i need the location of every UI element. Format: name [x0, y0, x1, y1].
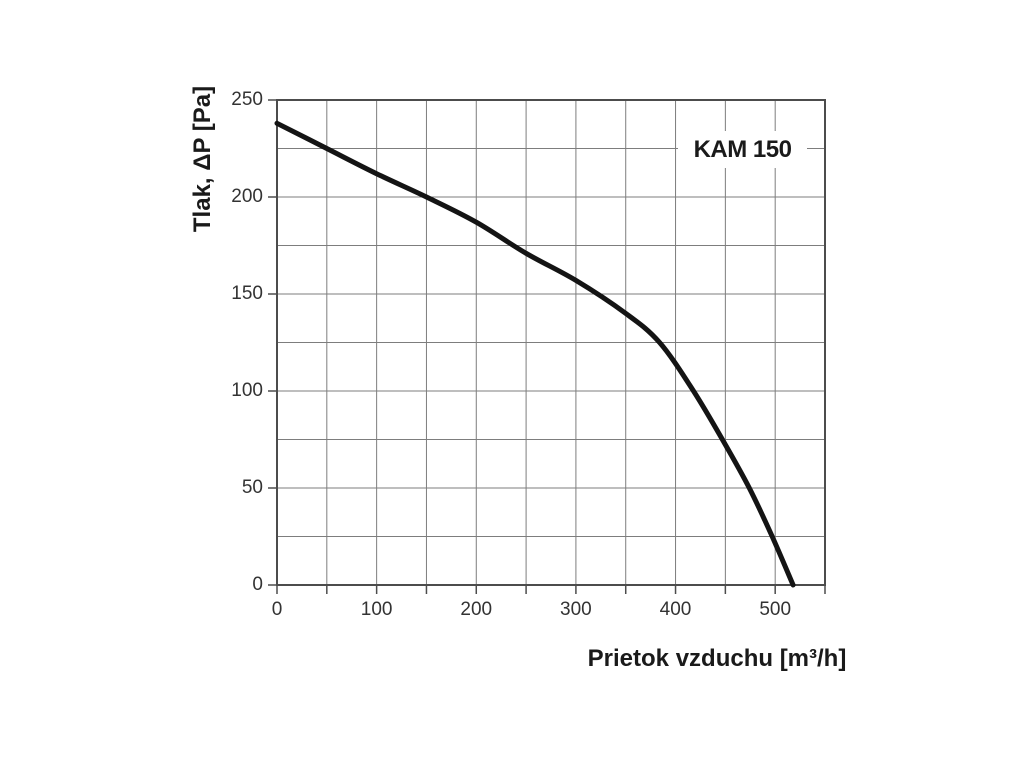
- x-tick-label: 300: [560, 599, 592, 620]
- x-tick-label: 100: [360, 599, 393, 620]
- x-tick-label: 0: [271, 599, 283, 620]
- x-axis-title: Prietok vzduchu [m³/h]: [587, 645, 847, 672]
- y-tick-label: 0: [252, 574, 263, 595]
- y-tick-label: 100: [231, 380, 263, 401]
- y-tick-label: 200: [231, 186, 263, 207]
- x-tick-label: 500: [759, 599, 792, 620]
- x-tick-label: 200: [460, 599, 493, 620]
- y-tick-label: 150: [231, 283, 263, 304]
- fan-curve-kam-150: [274, 120, 796, 588]
- series-label: KAM 150: [678, 131, 807, 168]
- y-tick-label: 250: [231, 89, 263, 110]
- x-tick-label: 400: [659, 599, 692, 620]
- plot-border: [276, 99, 826, 586]
- y-tick-label: 50: [241, 477, 263, 498]
